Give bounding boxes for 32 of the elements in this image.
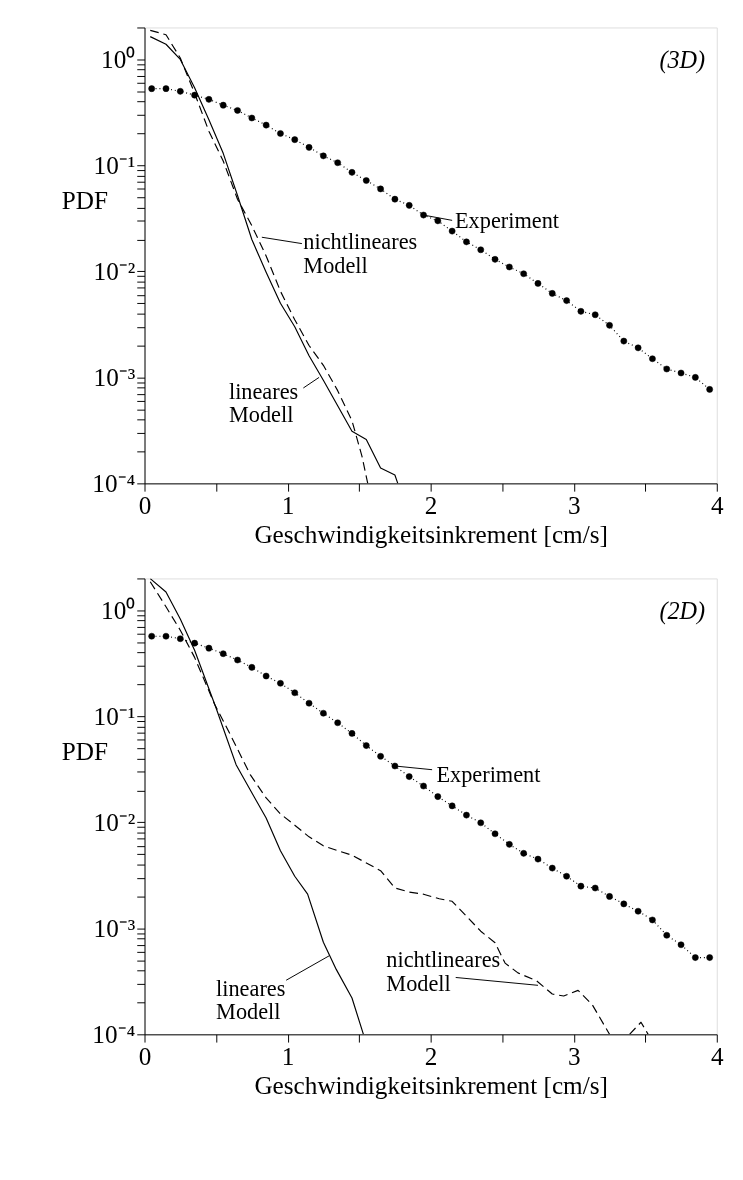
x-tick-label: 0 [138, 1042, 152, 1070]
y-tick-label: 10⁰ [101, 596, 136, 624]
x-tick-label: 2 [424, 1042, 438, 1070]
y-axis-title: PDF [61, 186, 108, 214]
y-tick-label: 10⁻¹ [93, 702, 136, 730]
y-tick-label: 10⁻⁴ [92, 469, 136, 497]
y-tick-label: 10⁻³ [93, 363, 136, 391]
y-tick-label: 10⁻² [93, 257, 136, 285]
x-axis-title: Geschwindigkeitsinkrement [cm/s] [254, 1071, 608, 1099]
annotation: Experiment [454, 208, 560, 234]
annotation: (3D) [659, 46, 706, 75]
annotation: lineares Modell [228, 379, 299, 428]
x-tick-label: 3 [567, 1042, 581, 1070]
annotation: nichtlineares Modell [303, 229, 418, 278]
annotation: nichtlineares Modell [386, 947, 501, 996]
x-axis-title: Geschwindigkeitsinkrement [cm/s] [254, 521, 608, 549]
annotation: Experiment [436, 762, 542, 788]
x-tick-label: 0 [138, 491, 152, 519]
x-tick-label: 4 [710, 491, 724, 519]
annotation: lineares Modell [216, 975, 286, 1024]
y-tick-label: 10⁻¹ [93, 151, 136, 179]
annotation: (2D) [659, 597, 706, 626]
x-tick-label: 1 [281, 491, 295, 519]
x-tick-label: 3 [567, 491, 581, 519]
y-tick-label: 10⁻² [93, 808, 136, 836]
y-tick-label: 10⁻³ [93, 914, 136, 942]
x-tick-label: 2 [424, 491, 438, 519]
y-tick-label: 10⁻⁴ [92, 1020, 136, 1048]
x-tick-label: 1 [281, 1042, 295, 1070]
y-tick-label: 10⁰ [101, 45, 136, 73]
y-axis-title: PDF [61, 737, 108, 765]
x-tick-label: 4 [710, 1042, 724, 1070]
